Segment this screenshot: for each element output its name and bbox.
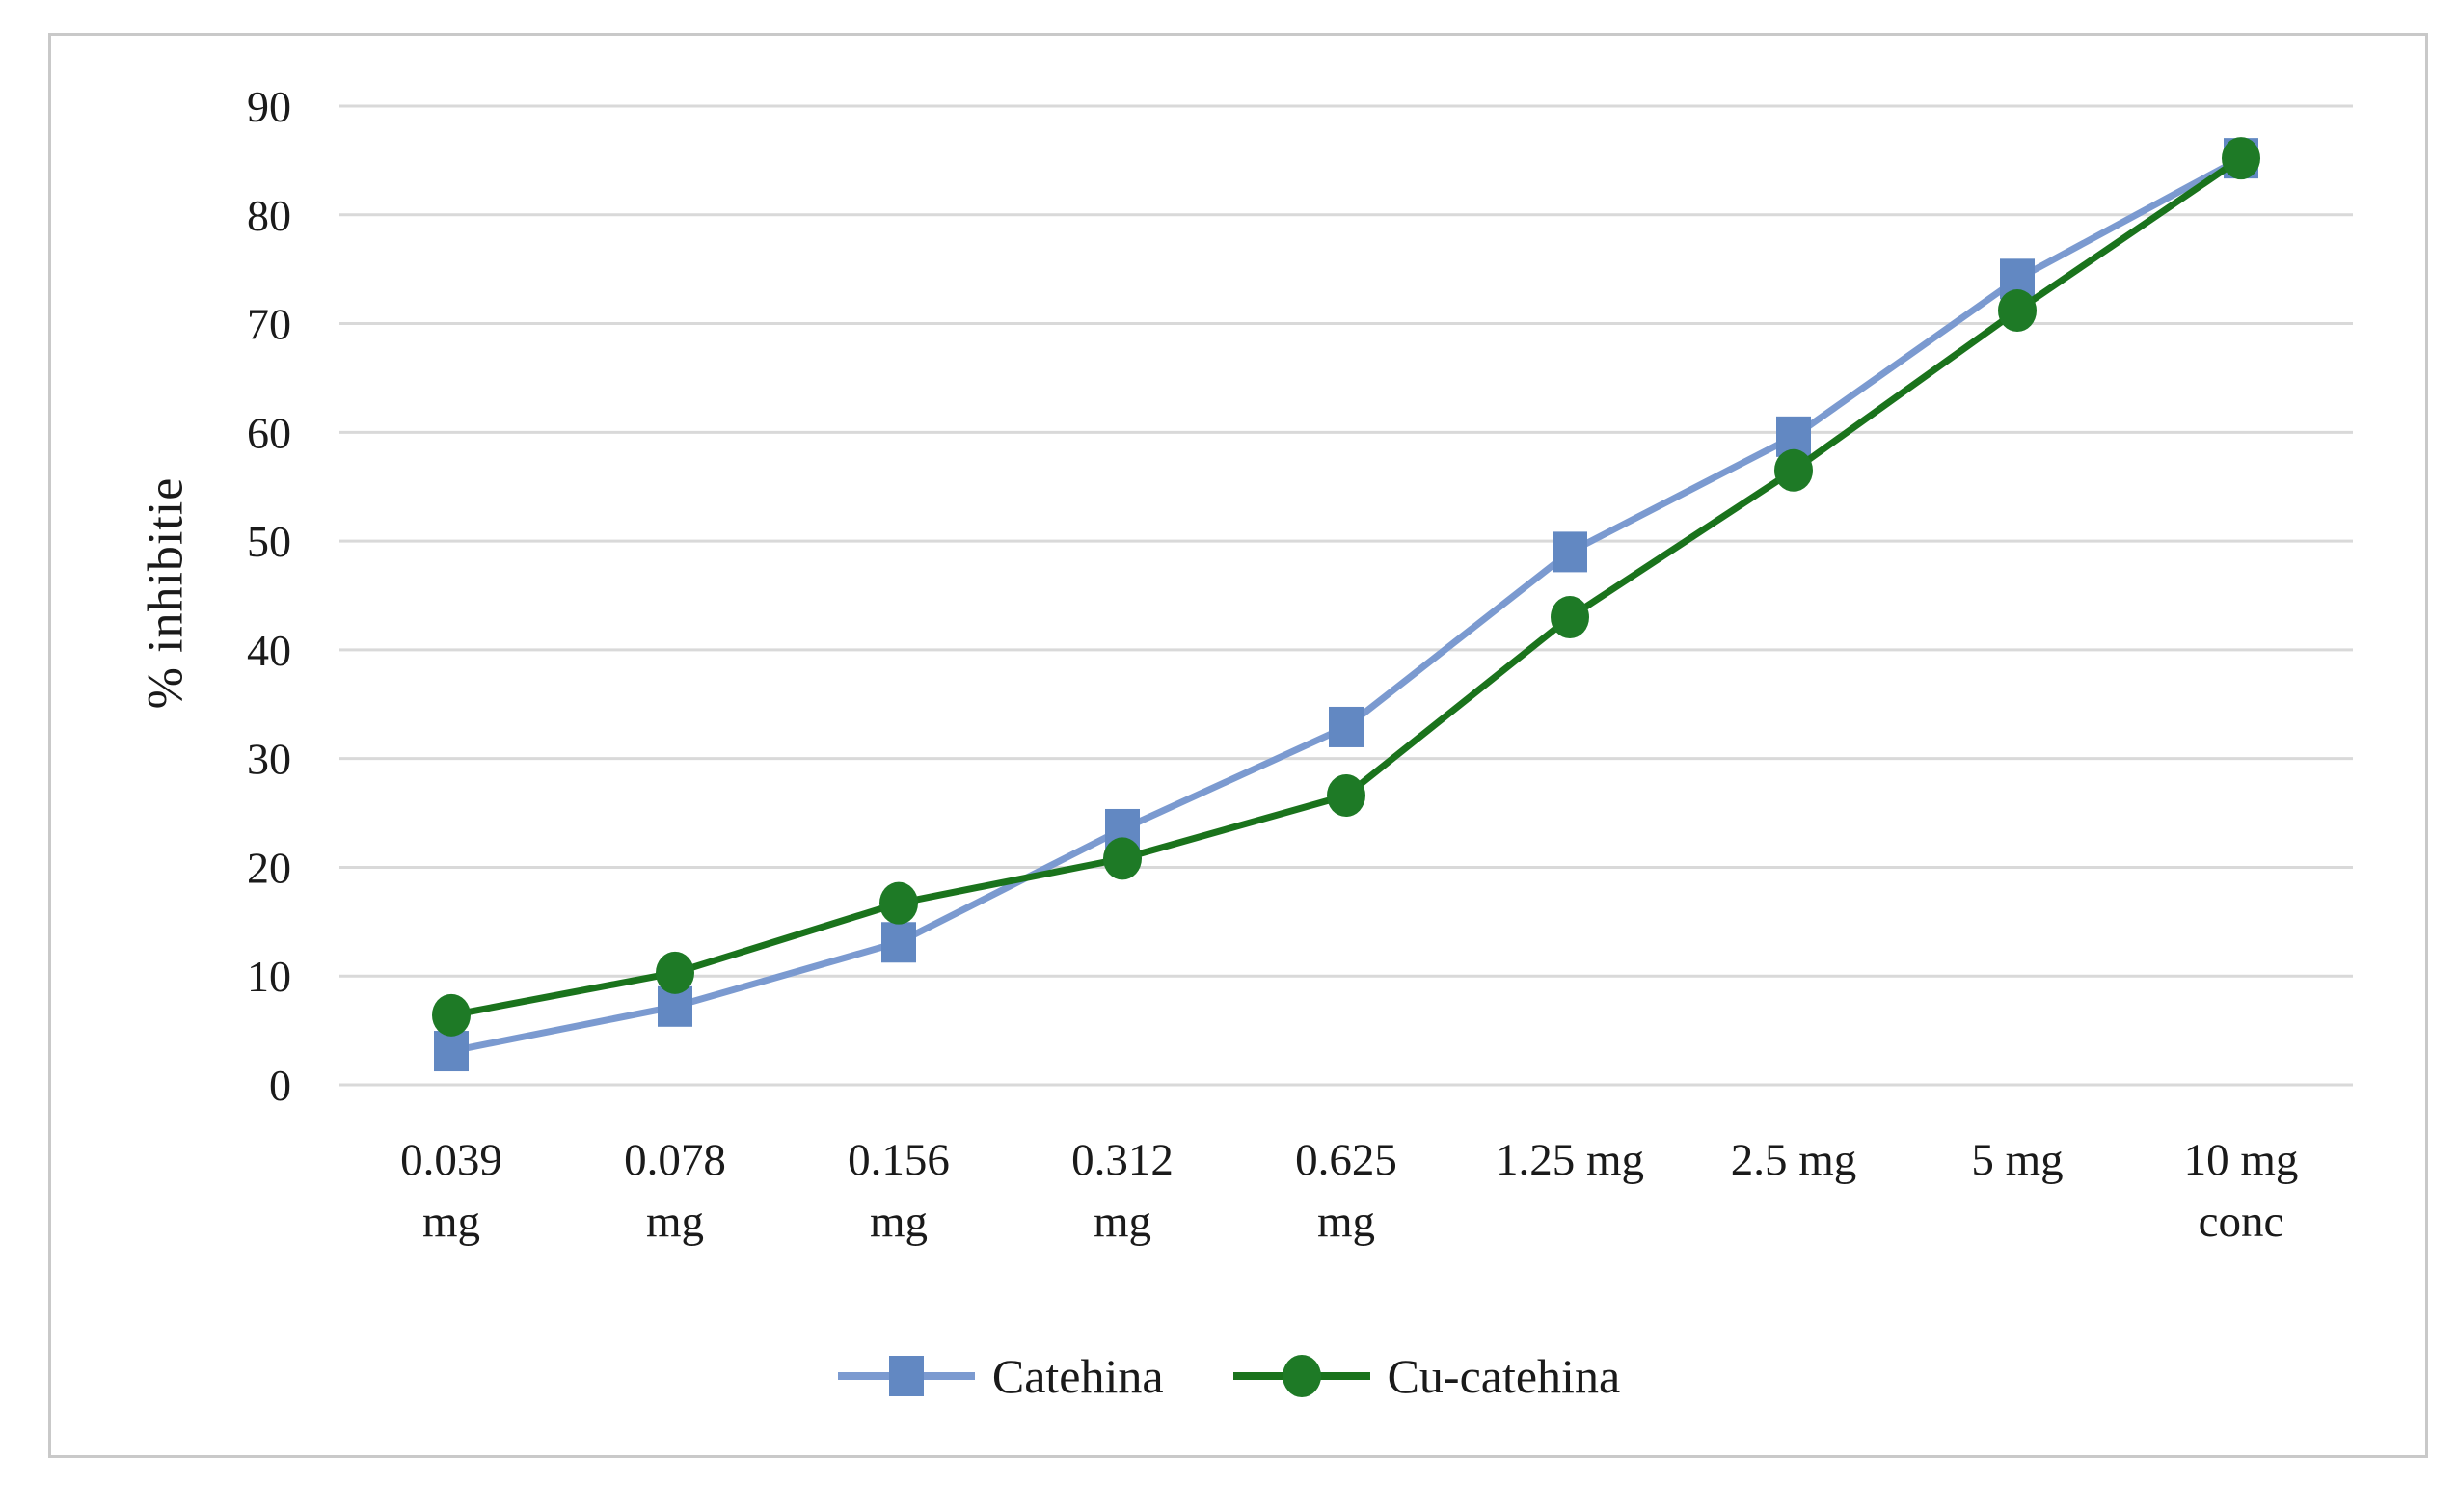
- data-point-circle: [879, 881, 918, 925]
- data-point-square: [1329, 706, 1364, 747]
- data-point-circle: [1998, 289, 2037, 333]
- data-point-square: [1553, 531, 1587, 573]
- x-tick-label: 0.156: [848, 1135, 950, 1185]
- data-point-circle: [656, 951, 694, 994]
- x-tick-label: 0.625: [1295, 1135, 1397, 1185]
- data-point-circle: [1551, 596, 1589, 639]
- y-tick-label: 40: [247, 626, 291, 675]
- x-tick-label: 1.25 mg: [1496, 1135, 1644, 1185]
- y-tick-label: 20: [247, 843, 291, 892]
- cu-catehina-circle-marker-icon: [1232, 1351, 1370, 1401]
- y-tick-label: 70: [247, 300, 291, 349]
- x-tick-label: conc: [2199, 1197, 2284, 1247]
- y-axis-title: % inhibitie: [138, 476, 194, 710]
- series-line-cu-catehina: [447, 154, 2245, 1019]
- series-line-catehina: [447, 154, 2245, 1055]
- x-tick-label: 0.312: [1071, 1135, 1174, 1185]
- x-tick-label: 2.5 mg: [1731, 1135, 1857, 1185]
- data-point-square: [434, 1031, 469, 1072]
- y-tick-label: 30: [247, 735, 291, 784]
- x-tick-label: 0.078: [624, 1135, 726, 1185]
- catehina-square-marker-icon: [837, 1351, 975, 1401]
- data-point-circle: [2222, 137, 2260, 180]
- data-point-square: [881, 922, 916, 963]
- y-tick-label: 0: [269, 1061, 291, 1110]
- y-tick-label: 60: [247, 408, 291, 457]
- y-tick-label: 10: [247, 952, 291, 1001]
- x-tick-label: mg: [1317, 1197, 1375, 1247]
- legend-label-catehina: Catehina: [991, 1349, 1164, 1403]
- x-tick-label: 10 mg: [2184, 1135, 2299, 1185]
- y-tick-label: 90: [247, 82, 291, 131]
- chart-legend: Catehina Cu-catehina: [0, 1348, 2458, 1404]
- x-tick-label: mg: [870, 1197, 928, 1247]
- y-tick-label: 50: [247, 517, 291, 566]
- legend-label-cu-catehina: Cu-catehina: [1387, 1349, 1621, 1403]
- x-tick-label: mg: [646, 1197, 704, 1247]
- data-point-circle: [1327, 774, 1365, 818]
- x-tick-label: 5 mg: [1971, 1135, 2063, 1185]
- legend-item-catehina: Catehina: [837, 1348, 1164, 1404]
- x-tick-label: mg: [422, 1197, 480, 1247]
- x-tick-label: mg: [1094, 1197, 1151, 1247]
- legend-item-cu-catehina: Cu-catehina: [1232, 1348, 1621, 1404]
- data-point-circle: [1103, 837, 1142, 880]
- x-tick-label: 0.039: [400, 1135, 502, 1185]
- data-point-circle: [1774, 448, 1813, 492]
- data-point-circle: [432, 993, 471, 1037]
- y-tick-label: 80: [247, 191, 291, 240]
